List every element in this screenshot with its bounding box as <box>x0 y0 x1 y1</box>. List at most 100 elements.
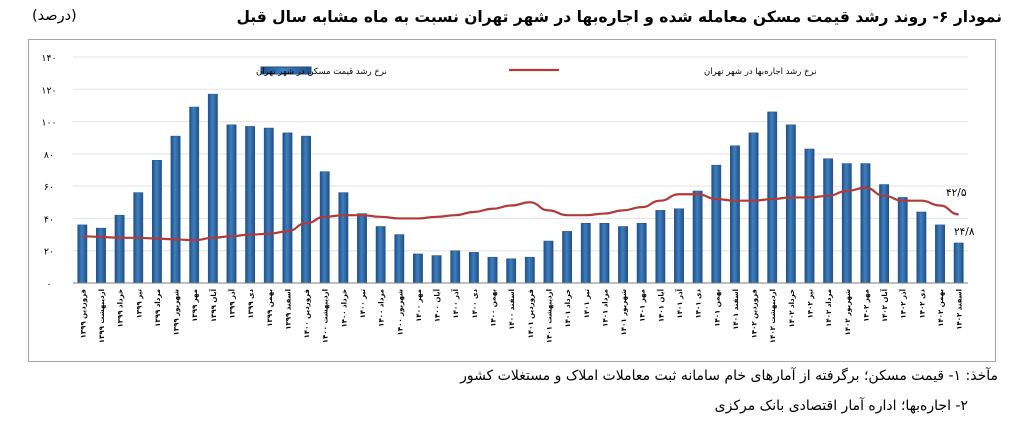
bar <box>431 255 442 284</box>
x-tick-label: اسفند ۱۴۰۲ <box>956 289 964 330</box>
x-tick-label: مرداد ۱۴۰۲ <box>825 289 833 327</box>
bar <box>77 224 88 284</box>
rent-growth-line <box>82 186 959 242</box>
bar <box>935 224 945 284</box>
x-tick-label: بهمن ۱۳۹۹ <box>266 289 274 327</box>
bar <box>562 231 573 284</box>
x-tick-label: خرداد ۱۴۰۰ <box>340 289 348 328</box>
bar <box>785 124 796 284</box>
bar <box>170 135 181 284</box>
gridlines <box>73 56 968 252</box>
x-tick-label: فروردین ۱۴۰۱ <box>527 289 535 339</box>
x-tick-label: اسفند ۱۳۹۹ <box>284 289 292 330</box>
x-tick-label: مرداد ۱۴۰۱ <box>601 289 609 327</box>
bar <box>413 253 423 284</box>
x-tick-label: آذر ۱۴۰۰ <box>451 288 460 318</box>
x-tick-label: شهریور ۱۴۰۰ <box>396 289 404 336</box>
chart-frame <box>28 39 996 362</box>
x-tick-label: خرداد ۱۴۰۲ <box>788 289 796 328</box>
bar <box>524 256 535 284</box>
x-tick-label: مهر ۱۳۹۹ <box>191 289 199 322</box>
bar <box>599 223 610 284</box>
x-tick-label: خرداد ۱۳۹۹ <box>117 289 125 328</box>
bar <box>580 223 591 284</box>
y-tick-label: ۱۴۰ <box>41 53 56 64</box>
x-tick-label: اسفند ۱۴۰۱ <box>732 289 740 330</box>
x-tick-label: شهریور ۱۳۹۹ <box>173 289 181 336</box>
bar <box>674 208 684 284</box>
bar <box>506 258 517 284</box>
x-tick-label: مهر ۱۴۰۲ <box>862 289 870 322</box>
y-tick-label: ۴۰ <box>44 214 54 225</box>
x-tick-label: تیر ۱۴۰۲ <box>807 289 815 319</box>
x-tick-label: آبان ۱۳۹۹ <box>209 288 218 322</box>
bar <box>226 124 237 284</box>
unit-label: (درصد) <box>32 8 77 24</box>
x-tick-label: اسفند ۱۴۰۰ <box>508 289 516 330</box>
bar <box>394 234 405 284</box>
x-tick-label: فروردین ۱۴۰۲ <box>751 289 759 339</box>
bars-house-price <box>77 93 964 284</box>
bar <box>450 250 461 284</box>
x-tick-label: آذر ۱۴۰۱ <box>675 288 684 318</box>
bar-line-chart: ۰ ۲۰ ۴۰ ۶۰ ۸۰ ۱۰۰ ۱۲۰ ۱۴۰ فروردین ۱۳۹۹ اردیبهشت … <box>41 53 975 343</box>
x-tick-label: دی ۱۴۰۰ <box>471 289 479 319</box>
x-tick-label: خرداد ۱۴۰۱ <box>564 289 572 328</box>
price-last-value-label: ۲۴/۸ <box>954 226 975 238</box>
x-tick-label: شهریور ۱۴۰۱ <box>620 289 628 336</box>
bar <box>375 226 386 284</box>
bar <box>897 197 908 284</box>
x-tick-label: آذر ۱۴۰۲ <box>899 288 908 318</box>
bar <box>189 106 200 284</box>
x-tick-label: اردیبهشت ۱۳۹۹ <box>98 289 106 343</box>
x-axis-tick-labels: فروردین ۱۳۹۹ اردیبهشت ۱۳۹۹ خرداد ۱۳۹۹ تیر ۱… <box>79 288 963 343</box>
bar <box>692 190 703 284</box>
y-tick-label: ۱۲۰ <box>41 85 56 96</box>
legend: نرخ رشد قیمت مسکن در شهر تهران نرخ رشد ا… <box>256 66 817 77</box>
x-tick-label: اردیبهشت ۱۴۰۱ <box>545 289 553 343</box>
bar <box>879 184 890 284</box>
x-tick-label: فروردین ۱۳۹۹ <box>79 289 87 339</box>
y-axis-ticks: ۰ ۲۰ ۴۰ ۶۰ ۸۰ ۱۰۰ ۱۲۰ ۱۴۰ <box>41 53 56 290</box>
bar <box>487 256 498 284</box>
y-tick-label: ۶۰ <box>44 182 54 193</box>
bar <box>282 132 293 284</box>
y-tick-label: ۰ <box>46 279 51 290</box>
bar <box>823 158 834 284</box>
x-tick-label: مرداد ۱۳۹۹ <box>154 289 162 327</box>
x-tick-label: تیر ۱۴۰۰ <box>359 289 367 319</box>
x-tick-label: آبان ۱۴۰۱ <box>656 288 665 322</box>
y-tick-label: ۸۰ <box>44 150 54 161</box>
x-tick-label: دی ۱۴۰۱ <box>695 289 703 319</box>
x-tick-label: مهر ۱۴۰۰ <box>415 289 423 322</box>
x-tick-label: بهمن ۱۴۰۰ <box>490 289 498 327</box>
y-tick-label: ۲۰ <box>44 247 54 258</box>
bar <box>618 226 628 284</box>
bar <box>916 211 927 284</box>
x-tick-label: دی ۱۴۰۲ <box>918 289 926 319</box>
bar <box>953 242 964 284</box>
legend-line-label: نرخ رشد اجاره‌بها در شهر تهران <box>704 67 817 77</box>
bar <box>767 111 778 284</box>
x-tick-label: بهمن ۱۴۰۲ <box>937 289 945 327</box>
bar <box>636 223 647 284</box>
bar <box>151 160 162 284</box>
bar <box>357 213 367 284</box>
x-tick-label: تیر ۱۳۹۹ <box>135 289 143 319</box>
bar <box>860 163 871 284</box>
x-tick-label: تیر ۱۴۰۱ <box>583 289 591 319</box>
chart-title: نمودار ۶- روند رشد قیمت مسکن معامله شده … <box>236 8 1002 26</box>
source-note-1: مآخذ: ۱- قیمت مسکن؛ برگرفته از آمارهای خ… <box>460 368 998 384</box>
legend-bar-label: نرخ رشد قیمت مسکن در شهر تهران <box>256 67 387 77</box>
bar <box>841 163 852 284</box>
x-tick-label: آبان ۱۴۰۲ <box>880 288 889 322</box>
rent-last-value-label: ۴۲/۵ <box>946 187 967 199</box>
bar <box>319 171 330 284</box>
bar <box>711 164 722 284</box>
x-tick-label: شهریور ۱۴۰۲ <box>844 289 852 336</box>
x-tick-label: فروردین ۱۴۰۰ <box>303 289 311 339</box>
bar <box>804 148 815 284</box>
x-tick-label: آبان ۱۴۰۰ <box>433 288 442 322</box>
source-note-2: ۲- اجاره‌بها؛ اداره آمار اقتصادی بانک مر… <box>714 398 968 414</box>
legend-bar-swatch <box>260 66 312 75</box>
